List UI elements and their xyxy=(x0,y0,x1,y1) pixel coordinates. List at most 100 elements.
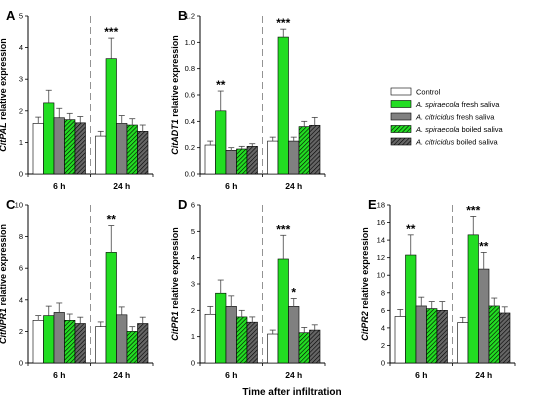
y-tick-label: 6 xyxy=(19,264,23,273)
bar-spiraecola-fresh xyxy=(215,110,227,175)
bar-citricidus-fresh xyxy=(116,314,128,364)
y-tick-label: 0.2 xyxy=(185,143,195,152)
y-axis-label: CitPAL relative expression xyxy=(0,38,8,151)
gene-name: CitADT1 xyxy=(170,119,180,155)
legend-item-citricidus-fresh: A. citricidus fresh saliva xyxy=(390,112,495,122)
y-axis-label-suffix: relative expression xyxy=(0,224,8,308)
bar-spiraecola-fresh xyxy=(215,292,227,364)
gene-name: CitPR2 xyxy=(360,311,370,341)
panel-letter: E xyxy=(368,197,377,212)
y-tick-label: 2 xyxy=(19,327,23,336)
bar-spiraecola-boiled xyxy=(236,316,248,364)
y-tick-label: 0.6 xyxy=(185,91,195,100)
panel-letter: B xyxy=(178,8,187,23)
y-tick-label: 4 xyxy=(191,253,195,262)
bar-spiraecola-boiled xyxy=(236,148,248,175)
y-tick-label: 6 xyxy=(191,201,195,210)
bar-citricidus-fresh xyxy=(116,123,128,175)
bar-spiraecola-boiled xyxy=(64,119,76,175)
significance-marker: ** xyxy=(107,213,117,227)
y-tick-label: 0 xyxy=(19,170,23,179)
x-axis-title: Time after infiltration xyxy=(242,387,341,398)
legend-swatch xyxy=(390,112,412,121)
y-tick-label: 0 xyxy=(19,359,23,368)
panel-letter: C xyxy=(6,197,16,212)
gene-name: CitPAL xyxy=(0,122,8,151)
category-label: 6 h xyxy=(53,370,65,380)
bar-citricidus-boiled xyxy=(74,122,86,175)
y-tick-label: 0.0 xyxy=(185,170,195,179)
bar-spiraecola-fresh xyxy=(405,254,417,364)
bar-citricidus-boiled xyxy=(246,146,258,175)
category-label: 6 h xyxy=(225,370,237,380)
y-tick-label: 0.8 xyxy=(185,64,195,73)
y-tick-label: 3 xyxy=(19,75,23,84)
significance-marker: ** xyxy=(479,239,489,253)
bar-citricidus-fresh xyxy=(53,312,65,364)
bar-citricidus-boiled xyxy=(137,323,149,364)
significance-marker: ** xyxy=(406,222,416,236)
legend-label: A. spiraecola boiled saliva xyxy=(415,125,504,134)
y-tick-label: 10 xyxy=(377,271,385,280)
y-tick-label: 16 xyxy=(377,218,385,227)
bar-citricidus-fresh xyxy=(288,306,300,364)
y-tick-label: 4 xyxy=(381,323,385,332)
y-tick-label: 0 xyxy=(381,359,385,368)
significance-marker: ** xyxy=(216,78,226,92)
bar-spiraecola-boiled xyxy=(126,331,138,364)
panel-b: B 0.0 0.2 0.4 0.6 0.8 1.0 1.2 CitADT1 relative e… xyxy=(170,8,326,191)
bar-control xyxy=(95,326,107,364)
y-tick-label: 8 xyxy=(19,232,23,241)
y-tick-label: 10 xyxy=(15,201,23,210)
category-label: 6 h xyxy=(415,370,427,380)
bar-spiraecola-fresh xyxy=(43,102,55,175)
chart-panels: A 0 12 3 4 5 CitPAL relative expression 6 h 24 h… xyxy=(0,8,516,380)
legend-swatch xyxy=(390,87,412,96)
significance-marker: * xyxy=(291,285,296,299)
y-tick-label: 2 xyxy=(191,306,195,315)
legend-item-spiraecola-boiled: A. spiraecola boiled saliva xyxy=(390,125,504,134)
significance-marker: *** xyxy=(276,222,290,236)
bar-control xyxy=(267,333,279,364)
category-label: 24 h xyxy=(285,181,302,191)
panel-c: C 0 2 4 6 8 10 CitNPR1 relative expression 6 h 24… xyxy=(0,197,154,380)
significance-marker: *** xyxy=(104,25,118,39)
y-tick-label: 18 xyxy=(377,201,385,210)
y-axis-label-suffix: relative expression xyxy=(0,38,8,122)
panel-d: D 0 1 2 3 4 5 6 CitPR1 relative expression 6 h 24 … xyxy=(170,197,326,380)
y-axis-label: CitPR1 relative expression xyxy=(170,227,180,341)
y-tick-label: 1.0 xyxy=(185,38,195,47)
legend: Control A. spiraecola fresh saliva A. citr… xyxy=(390,87,504,147)
category-label: 24 h xyxy=(113,181,130,191)
bar-citricidus-fresh xyxy=(415,305,427,364)
bar-spiraecola-boiled xyxy=(426,308,438,364)
bar-spiraecola-fresh xyxy=(43,315,55,364)
y-tick-label: 5 xyxy=(191,227,195,236)
panel-letter: A xyxy=(6,8,16,23)
y-tick-label: 12 xyxy=(377,253,385,262)
legend-swatch xyxy=(390,137,412,146)
panel-e: E 0 2 4 6 8 10 12 14 16 18 CitPR2 relative expressi… xyxy=(360,197,516,380)
legend-swatch xyxy=(390,125,412,133)
bar-spiraecola-fresh xyxy=(277,36,289,175)
significance-marker: *** xyxy=(276,16,290,30)
panel-a: A 0 1 2 3 4 5 CitPAL relative expression 6 h 24 h… xyxy=(0,8,154,191)
bar-control xyxy=(204,144,216,175)
legend-label: A. citricidus boiled saliva xyxy=(415,138,499,147)
bar-citricidus-boiled xyxy=(309,329,321,364)
bar-spiraecola-boiled xyxy=(488,305,500,364)
y-tick-label: 0.4 xyxy=(185,117,195,126)
bar-spiraecola-fresh xyxy=(467,234,479,364)
gene-name: CitNPR1 xyxy=(0,308,8,344)
y-tick-label: 0 xyxy=(191,359,195,368)
category-label: 24 h xyxy=(285,370,302,380)
legend-item-spiraecola-fresh: A. spiraecola fresh saliva xyxy=(390,100,500,109)
legend-swatch xyxy=(390,100,412,108)
bar-citricidus-boiled xyxy=(137,131,149,175)
y-tick-label: 3 xyxy=(191,280,195,289)
bar-spiraecola-boiled xyxy=(126,124,138,175)
bar-citricidus-fresh xyxy=(53,117,65,175)
y-axis-label-suffix: relative expression xyxy=(170,35,180,119)
bar-citricidus-fresh xyxy=(225,150,237,175)
bar-control xyxy=(267,140,279,175)
